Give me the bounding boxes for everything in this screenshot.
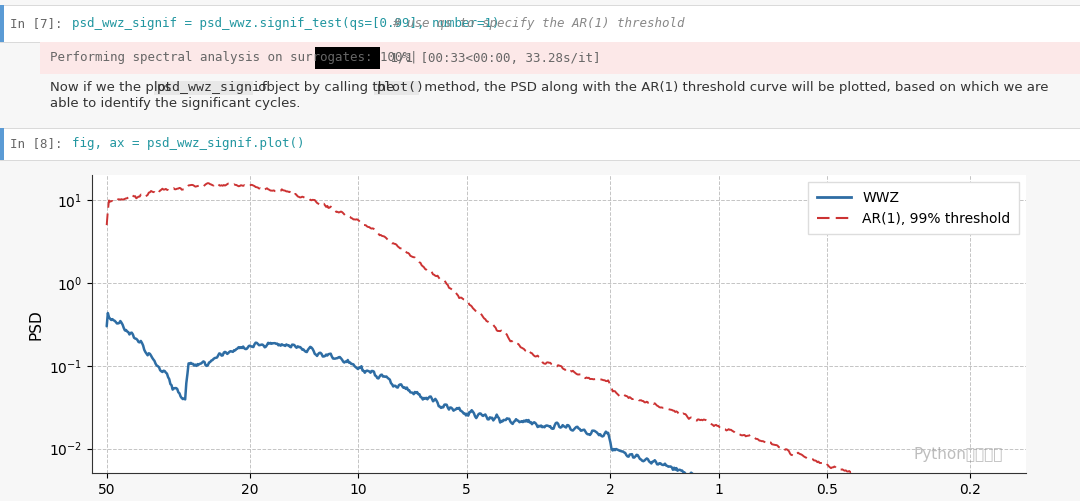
WWZ (629, 453, 642, 459)
Text: psd_wwz_signif: psd_wwz_signif (157, 82, 269, 95)
Text: psd_wwz_signif = psd_wwz.signif_test(qs=[0.99], number=1): psd_wwz_signif = psd_wwz.signif_test(qs=… (72, 17, 514, 30)
WWZ (102, 310, 114, 316)
Text: fig, ax = psd_wwz_signif.plot(): fig, ax = psd_wwz_signif.plot() (72, 137, 305, 150)
Text: Python干货铺子: Python干货铺子 (914, 446, 1002, 461)
WWZ (680, 472, 693, 478)
Text: In [7]:: In [7]: (10, 17, 63, 30)
Text: object by calling the: object by calling the (254, 82, 399, 95)
AR(1), 99% threshold (883, 481, 896, 487)
Text: able to identify the significant cycles.: able to identify the significant cycles. (50, 98, 300, 111)
Text: method, the PSD along with the AR(1) threshold curve will be plotted, based on w: method, the PSD along with the AR(1) thr… (420, 82, 1048, 95)
AR(1), 99% threshold (156, 186, 168, 192)
Text: plot(): plot() (377, 82, 424, 95)
AR(1), 99% threshold (791, 451, 804, 457)
WWZ (157, 368, 170, 374)
Legend: WWZ, AR(1), 99% threshold: WWZ, AR(1), 99% threshold (808, 182, 1020, 234)
Text: Now if we the plot: Now if we the plot (50, 82, 175, 95)
AR(1), 99% threshold (629, 395, 642, 401)
AR(1), 99% threshold (680, 412, 693, 418)
Text: In [8]:: In [8]: (10, 137, 63, 150)
Y-axis label: PSD: PSD (28, 309, 43, 340)
Text: 1/1 [00:33<00:00, 33.28s/it]: 1/1 [00:33<00:00, 33.28s/it] (383, 52, 600, 65)
AR(1), 99% threshold (652, 404, 665, 410)
AR(1), 99% threshold (100, 222, 113, 228)
WWZ (100, 323, 113, 329)
WWZ (652, 460, 665, 466)
Line: AR(1), 99% threshold: AR(1), 99% threshold (107, 183, 1015, 501)
AR(1), 99% threshold (202, 180, 215, 186)
Text: # use qs to specify the AR(1) threshold: # use qs to specify the AR(1) threshold (392, 17, 685, 30)
Text: Performing spectral analysis on surrogates: 100%|: Performing spectral analysis on surrogat… (50, 52, 418, 65)
Line: WWZ: WWZ (107, 313, 1015, 501)
